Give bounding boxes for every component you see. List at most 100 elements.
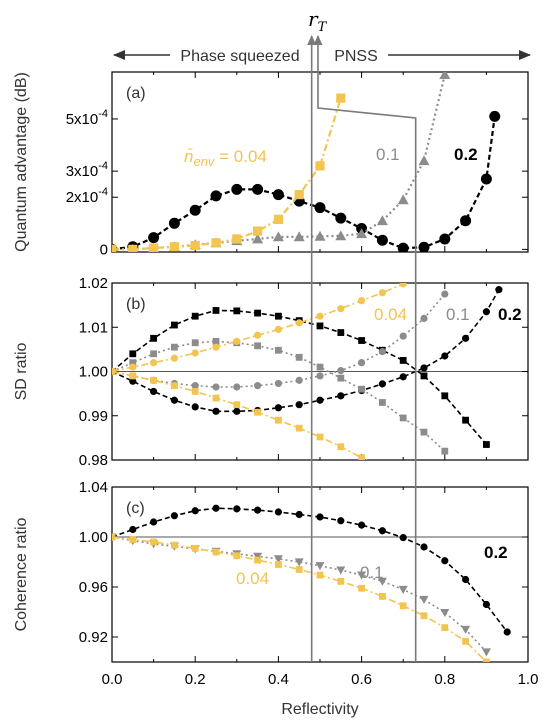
data-point-gold	[233, 337, 241, 346]
series-line-gold	[112, 283, 404, 373]
data-point-gray	[358, 359, 366, 367]
data-point-gold	[150, 376, 157, 384]
x-tick-label: 0.2	[185, 671, 206, 688]
data-point-gray	[150, 350, 157, 358]
data-point-black	[337, 329, 345, 336]
data-point-gold	[112, 244, 117, 252]
data-point-gold	[254, 556, 261, 564]
data-point-gold	[316, 433, 324, 441]
data-point-gray	[337, 374, 345, 382]
data-point-black	[462, 334, 470, 342]
panel-label: (c)	[126, 500, 145, 517]
series-line-black	[112, 289, 500, 413]
data-point-gold	[378, 289, 386, 297]
panel-c: 0.92 0.96 1.00 1.04 0.0 0.2 0.4 0.6 0.8 1.0 Reflec…	[13, 479, 538, 718]
panel-label: (b)	[126, 296, 146, 313]
data-point-gray	[419, 595, 429, 604]
label-c-gold: 0.04	[236, 569, 269, 588]
data-point-gold	[379, 592, 386, 600]
data-point-black	[274, 404, 282, 412]
data-point-black	[210, 190, 222, 202]
regime-header: Phase squeezed PNSS rT	[113, 7, 531, 65]
data-point-black	[129, 377, 137, 385]
data-point-gray	[233, 383, 241, 391]
data-point-gold	[129, 363, 137, 371]
data-point-black	[483, 441, 490, 448]
data-point-gray	[315, 562, 325, 571]
data-point-gold	[358, 297, 366, 305]
data-point-gold	[462, 637, 469, 645]
data-point-black	[337, 392, 345, 400]
data-point-gray	[420, 428, 428, 436]
data-point-black	[231, 183, 243, 195]
series-line-gold	[112, 370, 368, 460]
series-group	[112, 504, 511, 662]
data-point-gray	[440, 609, 450, 618]
data-point-gold	[212, 394, 220, 402]
data-point-gray	[441, 290, 449, 298]
data-point-gold	[358, 454, 365, 460]
y-tick-label: 1.00	[79, 364, 108, 381]
series-line-gold	[112, 97, 342, 251]
data-point-black	[358, 521, 366, 529]
data-point-black	[254, 506, 262, 514]
data-point-gold	[399, 283, 407, 288]
data-point-gold	[212, 343, 220, 351]
data-point-gold	[149, 243, 159, 252]
data-point-black	[233, 505, 241, 513]
data-point-gray	[293, 231, 305, 242]
data-point-gray	[398, 585, 408, 594]
data-point-black	[489, 110, 501, 122]
data-point-black	[191, 507, 199, 515]
data-point-black	[397, 242, 409, 252]
data-point-gold	[337, 577, 345, 585]
panels: 0 2x10-4 3x10-4 5x10-4 Quantum advantage (dB…	[13, 71, 538, 718]
rt-guides	[307, 35, 417, 662]
data-point-gray	[358, 385, 365, 393]
label-a-gold: n̄env = 0.04	[184, 147, 267, 169]
x-tick-label: 1.0	[518, 671, 539, 688]
data-point-gold	[337, 443, 345, 451]
data-point-gold	[190, 240, 200, 251]
y-tick-label: 1.00	[79, 529, 108, 546]
y-tick-label: 0.96	[79, 579, 108, 596]
label-c-gray: 0.1	[360, 563, 384, 582]
label-b-gold: 0.04	[374, 305, 407, 324]
y-axis-label: Coherence ratio	[13, 517, 30, 631]
data-point-black	[212, 504, 220, 512]
phase-squeezed-label: Phase squeezed	[180, 48, 299, 65]
data-point-black	[150, 334, 157, 342]
y-tick-label: 5x10-4	[66, 108, 108, 128]
data-point-black	[462, 575, 470, 584]
y-axis-label: Quantum advantage (dB)	[13, 72, 30, 252]
y-tick-label: 2x10-4	[66, 186, 108, 206]
data-point-gold	[358, 584, 365, 592]
data-point-gold	[316, 312, 324, 320]
data-point-black	[254, 309, 261, 317]
data-point-black	[191, 312, 199, 320]
data-point-black	[212, 307, 220, 314]
y-tick-label: 0.92	[79, 629, 108, 646]
series-line-black	[112, 507, 508, 633]
data-point-gold	[441, 624, 449, 632]
data-point-black	[460, 215, 472, 227]
data-point-black	[482, 308, 490, 316]
data-point-gray	[357, 571, 367, 580]
data-point-black	[295, 401, 303, 409]
data-point-gold	[253, 226, 263, 236]
data-point-black	[168, 217, 180, 229]
data-point-gray	[399, 332, 407, 340]
y-tick-label: 3x10-4	[66, 160, 108, 180]
data-point-gray	[418, 155, 430, 166]
data-point-black	[399, 534, 407, 542]
data-point-black	[148, 232, 160, 244]
y-tick-label: 1.01	[79, 319, 108, 336]
data-point-black	[420, 372, 428, 380]
series-line-black	[112, 116, 496, 251]
y-axis-label: SD ratio	[13, 343, 30, 401]
y-tick-label: 0.98	[79, 452, 108, 469]
data-point-gold	[337, 305, 345, 313]
data-point-gold	[112, 368, 116, 375]
data-point-black	[378, 527, 386, 535]
